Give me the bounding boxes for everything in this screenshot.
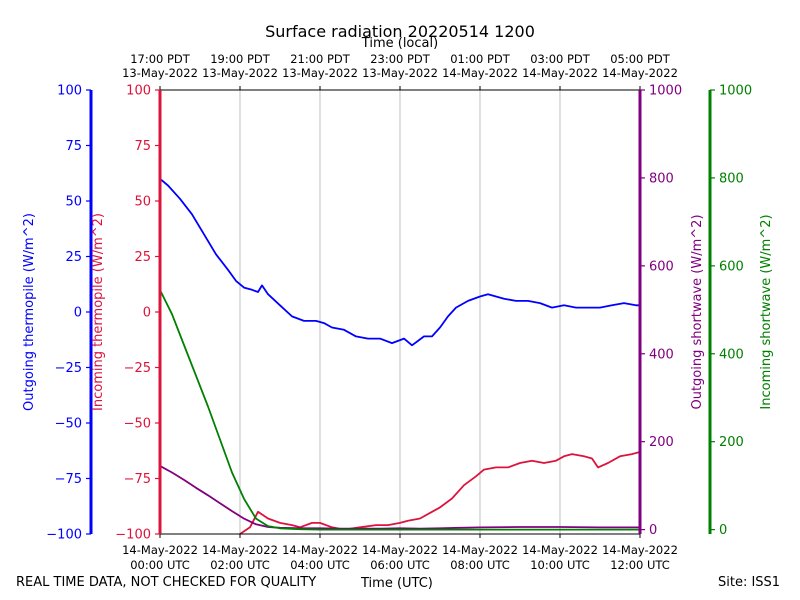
series-line-1 — [239, 451, 641, 535]
in_thermo-tick-label-7: 75 — [134, 139, 151, 154]
top-tick-date-4: 14-May-2022 — [442, 66, 518, 80]
in_sw-tick-label-0: 0 — [719, 523, 727, 538]
disclaimer-text: REAL TIME DATA, NOT CHECKED FOR QUALITY — [16, 575, 317, 590]
out_thermo-tick-label-4: 0 — [74, 306, 82, 321]
out_thermo-tick-label-5: 25 — [65, 250, 82, 265]
bottom-tick-time-0: 00:00 UTC — [130, 558, 190, 572]
top-tick-time-0: 17:00 PDT — [130, 52, 191, 66]
bottom-tick-date-6: 14-May-2022 — [602, 543, 678, 557]
in_sw-tick-label-1: 200 — [719, 435, 744, 450]
in_thermo-tick-label-6: 50 — [134, 195, 151, 210]
in_thermo-tick-label-1: −75 — [124, 472, 151, 487]
bottom-tick-time-5: 10:00 UTC — [530, 558, 590, 572]
bottom-tick-date-2: 14-May-2022 — [282, 543, 358, 557]
out_thermo-axis-label: Outgoing thermopile (W/m^2) — [22, 213, 37, 411]
in_sw-tick-label-5: 1000 — [719, 84, 752, 99]
out_thermo-tick-label-6: 50 — [65, 195, 82, 210]
out_thermo-tick-label-2: −50 — [55, 417, 82, 432]
top-tick-time-3: 23:00 PDT — [370, 52, 431, 66]
top-tick-date-0: 13-May-2022 — [122, 66, 198, 80]
out_sw-tick-label-0: 0 — [649, 523, 657, 538]
top-tick-date-2: 13-May-2022 — [282, 66, 358, 80]
chart-title: Surface radiation 20220514 1200 — [265, 22, 535, 41]
bottom-tick-time-4: 08:00 UTC — [450, 558, 510, 572]
out_sw-tick-label-3: 600 — [649, 259, 674, 274]
bottom-tick-date-3: 14-May-2022 — [362, 543, 438, 557]
out_thermo-tick-label-3: −25 — [55, 361, 82, 376]
top-axis-label: Time (local) — [361, 36, 438, 51]
in_sw-tick-label-3: 600 — [719, 259, 744, 274]
bottom-tick-time-2: 04:00 UTC — [290, 558, 350, 572]
bottom-tick-date-4: 14-May-2022 — [442, 543, 518, 557]
bottom-tick-time-1: 02:00 UTC — [210, 558, 270, 572]
in_thermo-tick-label-2: −50 — [124, 417, 151, 432]
out_sw-tick-label-1: 200 — [649, 435, 674, 450]
top-tick-time-1: 19:00 PDT — [210, 52, 271, 66]
bottom-tick-time-6: 12:00 UTC — [610, 558, 670, 572]
in_thermo-tick-label-3: −25 — [124, 361, 151, 376]
out_thermo-tick-label-8: 100 — [57, 84, 82, 99]
x-axis-label: Time (UTC) — [361, 576, 433, 591]
in_sw-tick-label-4: 800 — [719, 171, 744, 186]
series-line-2 — [159, 465, 640, 530]
gridlines — [239, 90, 561, 534]
top-tick-date-6: 14-May-2022 — [602, 66, 678, 80]
top-tick-time-5: 03:00 PDT — [530, 52, 591, 66]
top-tick-date-1: 13-May-2022 — [202, 66, 278, 80]
in_thermo-tick-label-5: 25 — [134, 250, 151, 265]
out_sw-tick-label-4: 800 — [649, 171, 674, 186]
top-tick-time-6: 05:00 PDT — [610, 52, 671, 66]
series-line-3 — [159, 289, 640, 531]
in_thermo-tick-label-8: 100 — [126, 84, 151, 99]
site-label: Site: ISS1 — [718, 575, 781, 590]
in_sw-tick-label-2: 400 — [719, 347, 744, 362]
top-tick-time-2: 21:00 PDT — [290, 52, 351, 66]
in_thermo-tick-label-4: 0 — [143, 306, 151, 321]
out_sw-axis-label: Outgoing shortwave (W/m^2) — [690, 214, 705, 409]
in_thermo-axis-label: Incoming thermopile (W/m^2) — [91, 213, 106, 411]
out_thermo-tick-label-0: −100 — [46, 528, 82, 543]
out_sw-tick-label-2: 400 — [649, 347, 674, 362]
bottom-tick-date-0: 14-May-2022 — [122, 543, 198, 557]
out_sw-tick-label-5: 1000 — [649, 84, 682, 99]
out_thermo-tick-label-1: −75 — [55, 472, 82, 487]
top-tick-time-4: 01:00 PDT — [450, 52, 511, 66]
series-lines — [159, 178, 641, 535]
top-tick-date-5: 14-May-2022 — [522, 66, 598, 80]
top-tick-date-3: 13-May-2022 — [362, 66, 438, 80]
bottom-tick-time-3: 06:00 UTC — [370, 558, 430, 572]
out_thermo-tick-label-7: 75 — [65, 139, 82, 154]
in_thermo-tick-label-0: −100 — [115, 528, 151, 543]
bottom-tick-date-1: 14-May-2022 — [202, 543, 278, 557]
bottom-tick-date-5: 14-May-2022 — [522, 543, 598, 557]
series-line-0 — [159, 178, 640, 347]
in_sw-axis-label: Incoming shortwave (W/m^2) — [759, 214, 774, 409]
